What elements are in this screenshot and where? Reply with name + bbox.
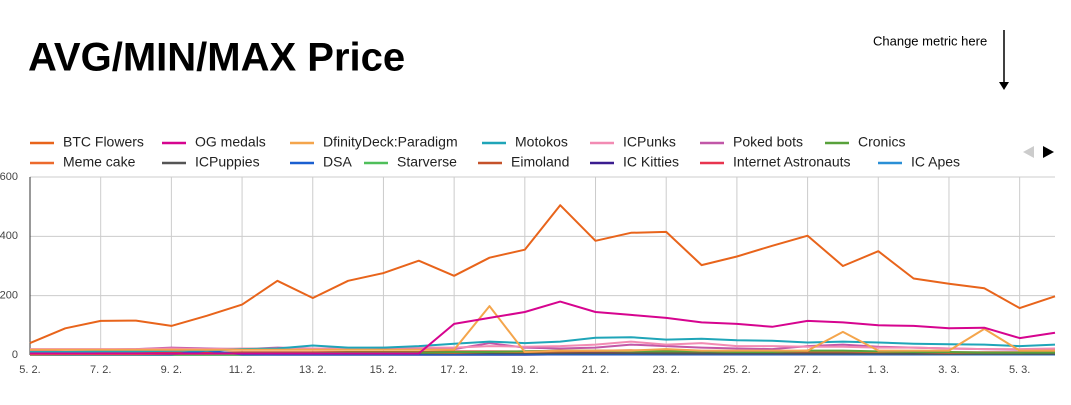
legend-label: Cronics [858,134,905,150]
annotation: Change metric here [873,33,987,48]
legend-label: Eimoland [511,154,569,170]
annotation-arrowhead [999,82,1009,90]
x-tick-label: 9. 2. [161,364,182,376]
legend-label: Meme cake [63,154,136,170]
series-line [30,300,1056,355]
x-tick-label: 5. 2. [19,364,40,376]
x-tick-label: 13. 2. [299,364,327,376]
legend-label: BTC Flowers [63,134,144,150]
legend-label: Motokos [515,134,568,150]
legend-label: IC Kitties [623,154,679,170]
legend-label: DfinityDeck:Paradigm [323,134,458,150]
x-tick-label: 17. 2. [440,364,468,376]
x-tick-label: 15. 2. [370,364,398,376]
y-tick-label: 0 [12,349,18,361]
x-tick-label: 3. 3. [938,364,959,376]
legend-label: IC Apes [911,154,960,170]
x-tick-label: 1. 3. [868,364,889,376]
x-tick-label: 19. 2. [511,364,539,376]
series-line [29,204,1056,345]
x-tick-label: 27. 2. [794,364,822,376]
legend-label: DSA [323,154,352,170]
legend-label: Poked bots [733,134,803,150]
y-tick-label: 400 [0,230,18,242]
legend-label: ICPuppies [195,154,260,170]
y-tick-label: 600 [0,171,18,183]
legend-label: OG medals [195,134,266,150]
x-tick-label: 11. 2. [229,364,256,376]
legend-prev[interactable] [1023,146,1034,158]
series-line [30,305,1055,353]
legend-label: ICPunks [623,134,676,150]
x-tick-label: 25. 2. [723,364,751,376]
x-tick-label: 23. 2. [652,364,680,376]
x-tick-label: 5. 3. [1009,364,1030,376]
y-tick-label: 200 [0,290,18,302]
x-tick-label: 7. 2. [90,364,111,376]
chart-title: AVG/MIN/MAX Price [28,36,405,80]
x-tick-label: 21. 2. [582,364,610,376]
legend-label: Internet Astronauts [733,154,851,170]
legend-next[interactable] [1043,146,1054,158]
legend-label: Starverse [397,154,457,170]
